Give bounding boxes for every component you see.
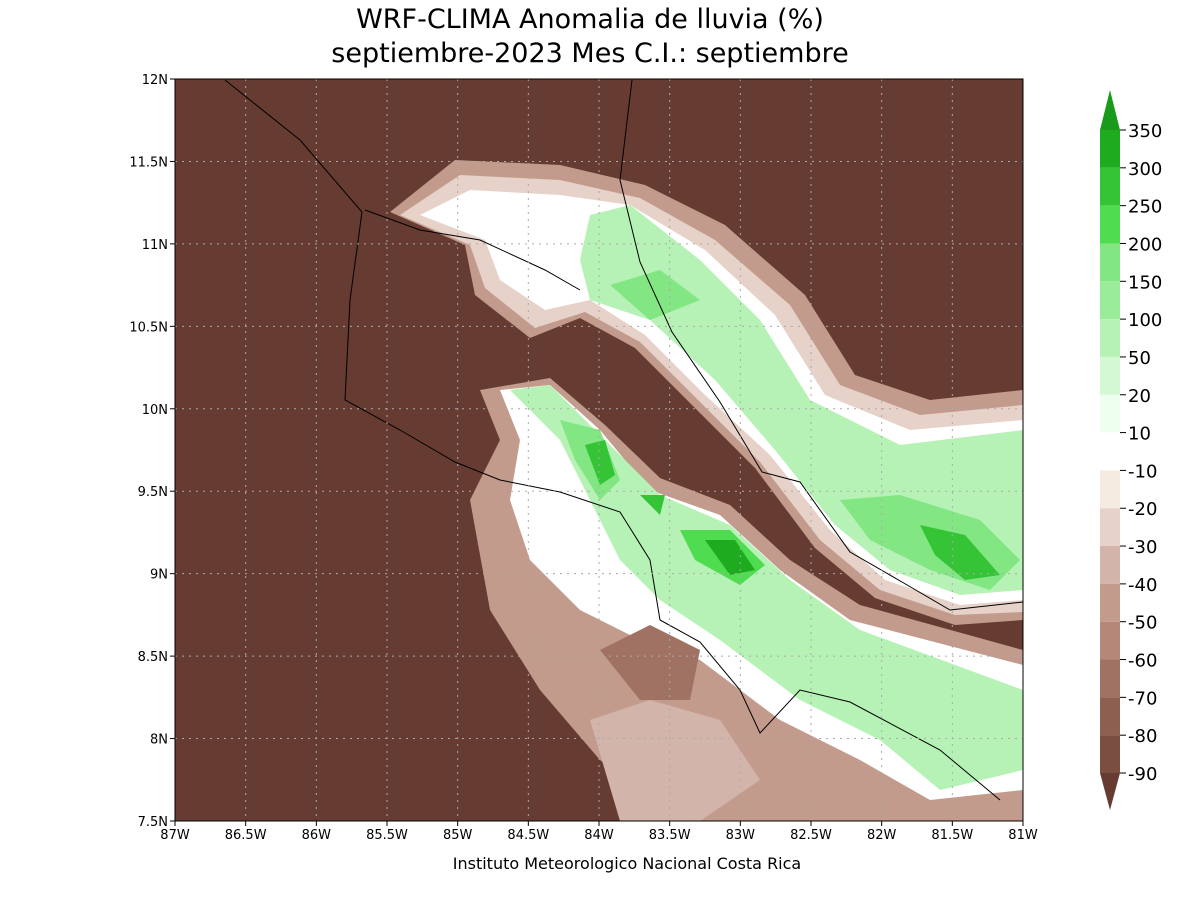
colorbar-bin [1100,735,1120,773]
colorbar-label: 300 [1128,159,1162,180]
colorbar-label: -80 [1128,726,1157,747]
anomaly-field [175,79,1023,821]
colorbar-bin [1100,583,1120,622]
colorbar-label: -20 [1128,499,1157,520]
colorbar-label: 350 [1128,121,1162,142]
colorbar-bin [1100,394,1120,433]
title: WRF-CLIMA Anomalia de lluvia (%) [356,4,824,35]
colorbar-label: -40 [1128,575,1157,596]
x-tick-label: 87W [160,828,190,843]
colorbar-bin [1100,167,1120,206]
y-tick-label: 8.5N [138,650,168,665]
colorbar-bin [1100,205,1120,244]
x-tick-label: 84.5W [507,828,549,843]
map-frame [174,78,1024,822]
colorbar-bin [1100,356,1120,395]
colorbar-arrow [1100,773,1120,810]
y-tick-label: 9.5N [138,485,168,500]
colorbar-bin [1100,319,1120,357]
colorbar-label: 50 [1128,348,1151,369]
colorbar-label: 100 [1128,310,1162,331]
colorbar-label: -30 [1128,537,1157,558]
x-tick-label: 84W [584,828,614,843]
y-tick-label: 9N [150,568,168,583]
colorbar-label: -10 [1128,461,1157,482]
colorbar-bin [1100,659,1120,698]
colorbar-label: -60 [1128,651,1157,672]
colorbar-arrow [1100,90,1120,130]
y-tick-label: 10N [142,403,168,418]
x-tick-label: 81.5W [931,828,973,843]
colorbar-bin [1100,243,1120,282]
colorbar: 350 300 250 200 150 100 50 20 10 -10 -20 -30 -40 -50 -… [1100,90,1162,810]
credit: Instituto Meteorologico Nacional Costa R… [453,854,801,873]
colorbar-bin [1100,281,1120,320]
x-tick-label: 85.5W [366,828,408,843]
colorbar-bin [1100,508,1120,547]
colorbar-bin [1100,130,1120,168]
colorbar-label: -70 [1128,688,1157,709]
grid [170,78,1024,826]
colorbar-bin [1100,546,1120,584]
colorbar-label: 10 [1128,424,1151,445]
x-tick-label: 82.5W [790,828,832,843]
colorbar-bin [1100,621,1120,660]
x-tick-label: 86.5W [225,828,267,843]
colorbar-bin [1100,697,1120,736]
y-tick-label: 8N [150,733,168,748]
x-tick-label: 86W [302,828,332,843]
y-tick-label: 10.5N [129,320,168,335]
y-tick-label: 7.5N [138,815,168,830]
y-tick-label: 12N [142,73,168,88]
colorbar-bin [1100,432,1120,471]
x-tick-label: 83W [726,828,756,843]
colorbar-label: 20 [1128,386,1151,407]
x-tick-label: 85W [443,828,473,843]
subtitle: septiembre-2023 Mes C.I.: septiembre [331,38,848,69]
x-tick-label: 81W [1008,828,1038,843]
colorbar-label: 150 [1128,272,1162,293]
x-tick-label: 82W [867,828,897,843]
colorbar-label: 200 [1128,234,1162,255]
colorbar-label: 250 [1128,197,1162,218]
colorbar-bin [1100,470,1120,509]
y-tick-label: 11.5N [129,155,168,170]
y-tick-label: 11N [142,238,168,253]
colorbar-label: -90 [1128,764,1157,785]
x-tick-label: 83.5W [649,828,691,843]
colorbar-label: -50 [1128,613,1157,634]
